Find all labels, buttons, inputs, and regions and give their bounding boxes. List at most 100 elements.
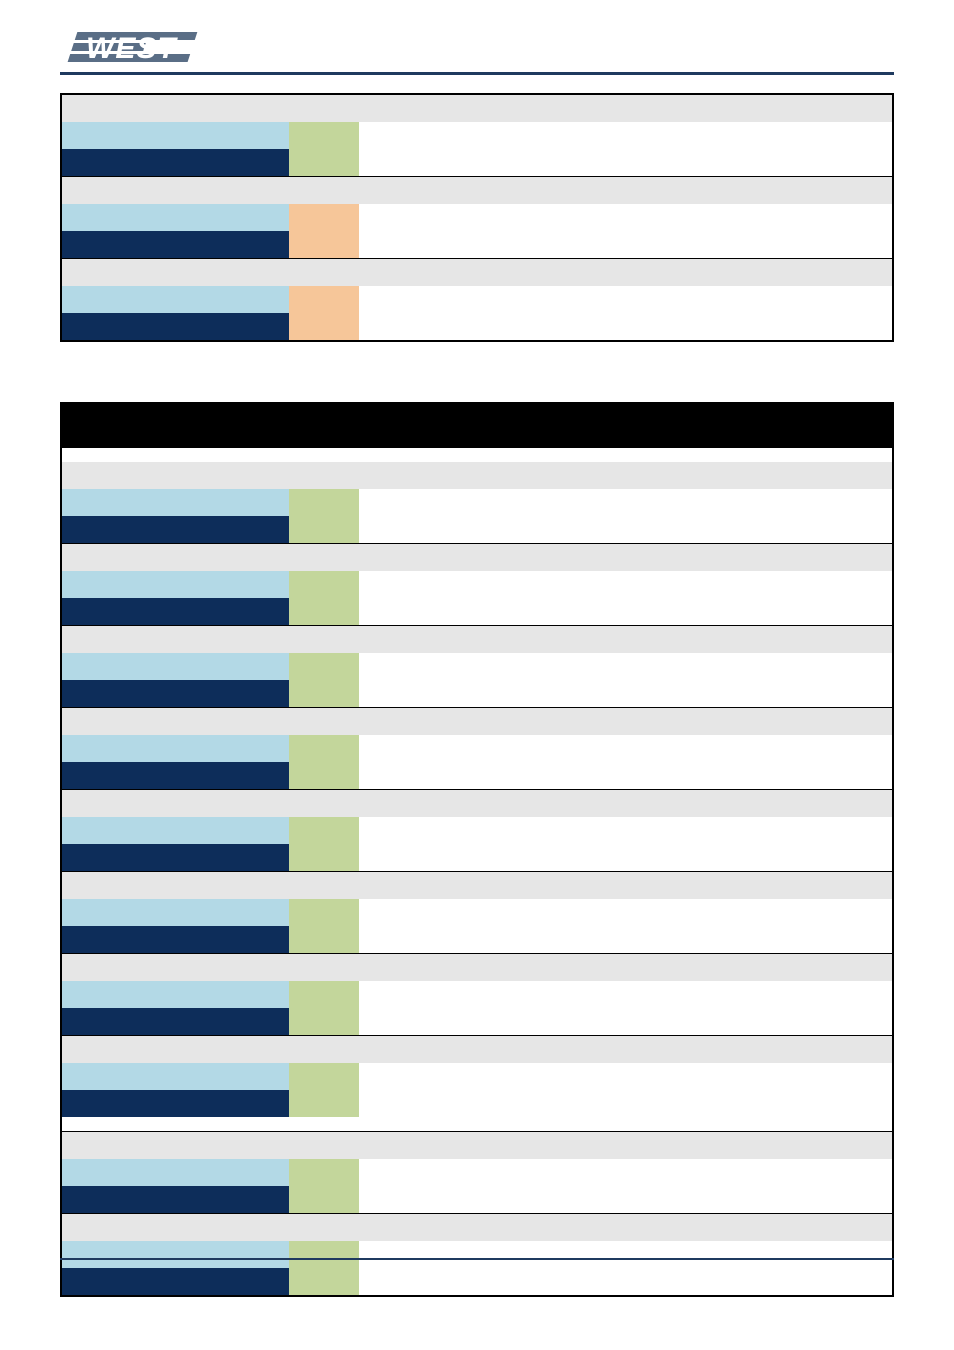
spacer-row: [62, 1117, 892, 1131]
group-header-row: [62, 626, 892, 653]
group-header-row: [62, 872, 892, 899]
group-row: [62, 516, 892, 543]
cell-label: [62, 571, 289, 598]
header-rule: [60, 72, 894, 75]
table-group: [62, 95, 892, 177]
table-2: [60, 402, 894, 1297]
cell-status: [289, 149, 359, 176]
group-row: [62, 571, 892, 598]
group-row: [62, 899, 892, 926]
cell-label: [62, 149, 289, 176]
section-header: [62, 404, 892, 448]
cell-status: [289, 571, 359, 598]
cell-label: [62, 1090, 289, 1117]
cell-status: [289, 1186, 359, 1213]
group-header-row: [62, 95, 892, 122]
cell-value: [359, 1159, 892, 1186]
cell-value: [359, 286, 892, 313]
cell-value: [359, 1090, 892, 1117]
cell-label: [62, 286, 289, 313]
cell-label: [62, 1008, 289, 1035]
cell-label: [62, 981, 289, 1008]
cell-label: [62, 926, 289, 953]
group-row: [62, 1090, 892, 1117]
cell-status: [289, 762, 359, 789]
cell-status: [289, 286, 359, 313]
cell-label: [62, 1241, 289, 1268]
group-header-row: [62, 1036, 892, 1063]
table-group: [62, 1214, 892, 1295]
group-header-row: [62, 1132, 892, 1159]
cell-value: [359, 598, 892, 625]
cell-label: [62, 313, 289, 340]
cell-status: [289, 817, 359, 844]
cell-label: [62, 231, 289, 258]
cell-label: [62, 1268, 289, 1295]
cell-status: [289, 735, 359, 762]
cell-label: [62, 204, 289, 231]
group-row: [62, 653, 892, 680]
cell-value: [359, 680, 892, 707]
cell-label: [62, 1063, 289, 1090]
cell-label: [62, 817, 289, 844]
cell-label: [62, 899, 289, 926]
cell-label: [62, 735, 289, 762]
group-header-row: [62, 790, 892, 817]
cell-status: [289, 1241, 359, 1268]
table-group: [62, 462, 892, 544]
cell-value: [359, 489, 892, 516]
cell-status: [289, 680, 359, 707]
group-row: [62, 1241, 892, 1268]
spacer-row: [62, 448, 892, 462]
cell-value: [359, 571, 892, 598]
cell-value: [359, 149, 892, 176]
cell-status: [289, 313, 359, 340]
cell-status: [289, 122, 359, 149]
table-group: [62, 1036, 892, 1132]
cell-status: [289, 516, 359, 543]
group-row: [62, 735, 892, 762]
cell-status: [289, 598, 359, 625]
cell-status: [289, 1159, 359, 1186]
cell-value: [359, 844, 892, 871]
footer-rule: [60, 1258, 894, 1260]
group-row: [62, 1186, 892, 1213]
cell-value: [359, 899, 892, 926]
group-row: [62, 489, 892, 516]
group-row: [62, 1159, 892, 1186]
cell-status: [289, 926, 359, 953]
group-header-row: [62, 462, 892, 489]
group-row: [62, 122, 892, 149]
cell-status: [289, 204, 359, 231]
cell-value: [359, 1268, 892, 1295]
cell-status: [289, 1008, 359, 1035]
brand-logo: WEST: [60, 30, 894, 64]
cell-value: [359, 122, 892, 149]
cell-label: [62, 1186, 289, 1213]
group-row: [62, 1268, 892, 1295]
group-row: [62, 1063, 892, 1090]
cell-value: [359, 653, 892, 680]
table-group: [62, 954, 892, 1036]
group-row: [62, 313, 892, 340]
cell-status: [289, 899, 359, 926]
group-header-row: [62, 544, 892, 571]
cell-value: [359, 204, 892, 231]
group-row: [62, 680, 892, 707]
group-header-row: [62, 259, 892, 286]
table-group: [62, 708, 892, 790]
group-row: [62, 598, 892, 625]
cell-label: [62, 1159, 289, 1186]
table-group: [62, 177, 892, 259]
cell-value: [359, 926, 892, 953]
cell-label: [62, 122, 289, 149]
group-row: [62, 231, 892, 258]
group-header-row: [62, 177, 892, 204]
cell-label: [62, 598, 289, 625]
cell-status: [289, 1268, 359, 1295]
cell-value: [359, 231, 892, 258]
cell-value: [359, 817, 892, 844]
cell-status: [289, 844, 359, 871]
cell-value: [359, 1241, 892, 1268]
cell-value: [359, 1063, 892, 1090]
